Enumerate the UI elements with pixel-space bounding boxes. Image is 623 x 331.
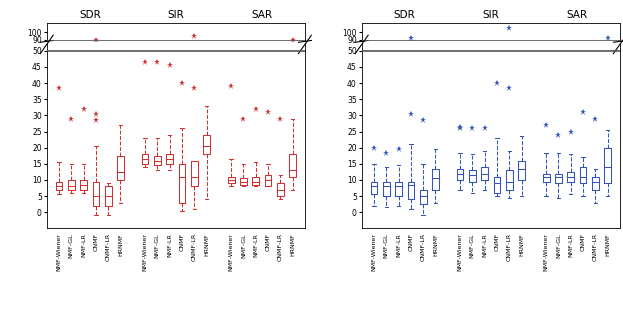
Text: SAR: SAR — [566, 10, 587, 20]
Text: SIR: SIR — [168, 10, 184, 20]
Text: SAR: SAR — [251, 10, 272, 20]
Text: SIR: SIR — [482, 10, 499, 20]
Text: SDR: SDR — [394, 10, 416, 20]
Text: SDR: SDR — [79, 10, 101, 20]
